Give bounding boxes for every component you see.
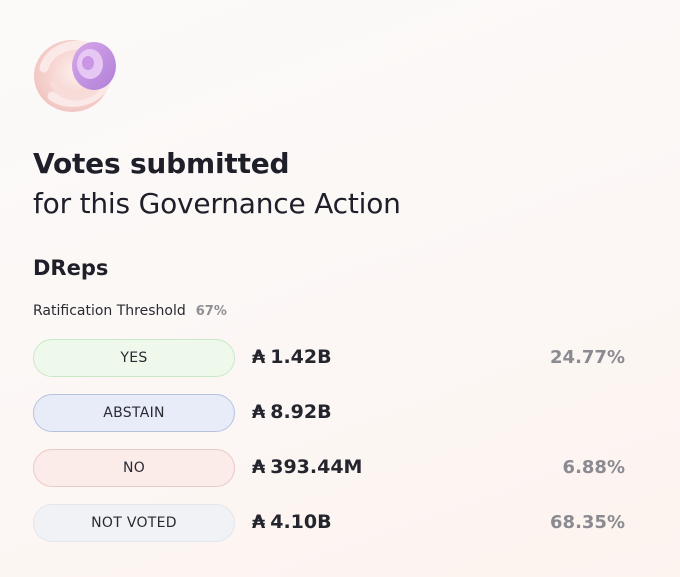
section-heading-dreps: DReps — [33, 256, 109, 280]
ada-currency-icon: ₳ — [252, 456, 266, 478]
vote-percent-no: 6.88% — [562, 457, 625, 478]
vote-percent-not-voted: 68.35% — [550, 512, 625, 533]
vote-pill-yes[interactable]: YES — [33, 339, 235, 377]
vote-amount-value: 4.10B — [270, 511, 332, 533]
page-title-line1: Votes submitted — [33, 147, 290, 180]
ada-currency-icon: ₳ — [252, 511, 266, 533]
vote-pill-no[interactable]: NO — [33, 449, 235, 487]
vote-amount-abstain: ₳ 8.92B — [252, 401, 332, 423]
vote-row-not-voted: NOT VOTED ₳ 4.10B 68.35% — [33, 504, 633, 544]
page-title-line2: for this Governance Action — [33, 187, 401, 220]
vote-amount-value: 393.44M — [270, 456, 363, 478]
ratification-threshold: Ratification Threshold 67% — [33, 303, 227, 319]
vote-row-no: NO ₳ 393.44M 6.88% — [33, 449, 633, 489]
vote-percent-yes: 24.77% — [550, 347, 625, 368]
spiral-logo-icon — [30, 28, 122, 116]
vote-row-yes: YES ₳ 1.42B 24.77% — [33, 339, 633, 379]
vote-pill-abstain[interactable]: ABSTAIN — [33, 394, 235, 432]
vote-amount-yes: ₳ 1.42B — [252, 346, 332, 368]
page-title: Votes submitted for this Governance Acti… — [33, 144, 401, 224]
ada-currency-icon: ₳ — [252, 346, 266, 368]
ada-currency-icon: ₳ — [252, 401, 266, 423]
threshold-label: Ratification Threshold — [33, 303, 186, 319]
threshold-value: 67% — [195, 304, 227, 319]
vote-amount-value: 1.42B — [270, 346, 332, 368]
vote-amount-not-voted: ₳ 4.10B — [252, 511, 332, 533]
vote-pill-not-voted[interactable]: NOT VOTED — [33, 504, 235, 542]
vote-amount-value: 8.92B — [270, 401, 332, 423]
vote-row-abstain: ABSTAIN ₳ 8.92B — [33, 394, 633, 434]
vote-amount-no: ₳ 393.44M — [252, 456, 362, 478]
